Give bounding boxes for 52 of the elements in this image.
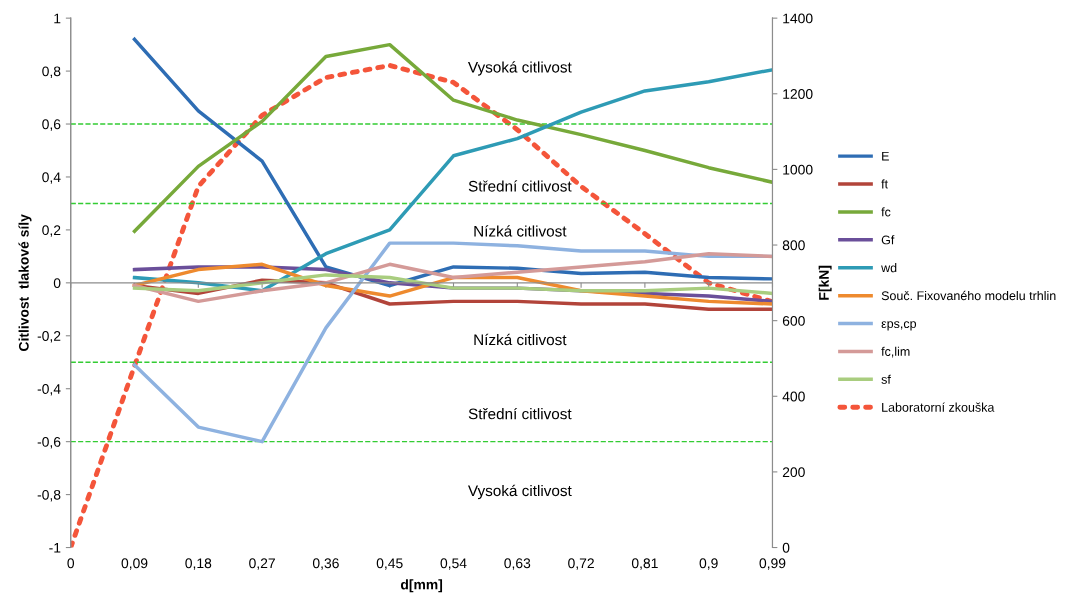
legend-label: wd <box>881 263 897 273</box>
x-tick-label: 0,81 <box>631 558 658 570</box>
y-tick-label: -0,2 <box>37 331 61 343</box>
y2-tick-label: 1200 <box>783 89 813 99</box>
annotation: Vysoká citlivost <box>467 61 572 76</box>
line-series <box>132 251 773 304</box>
y-tick-label: -1 <box>49 543 61 553</box>
x-tick-label: 0,27 <box>249 558 275 570</box>
legend-label: εps,cp <box>881 321 917 331</box>
line-series <box>132 273 773 296</box>
annotation: Nízká citlivost <box>474 225 567 237</box>
x-axis-title: d[mm] <box>400 579 443 593</box>
y-tick-label: 0,2 <box>42 225 61 237</box>
annotation: Střední citlivost <box>468 407 572 420</box>
legend-label: ft <box>881 179 888 189</box>
y-tick-label: -0,4 <box>37 384 61 396</box>
annotation: Vysoká citlivost <box>467 484 572 500</box>
y2-tick-label: 600 <box>782 315 805 326</box>
legend-label: Souč. Fixovaného modelu trhlin <box>881 290 1056 301</box>
x-tick-label: 0,36 <box>312 558 339 570</box>
x-tick-label: 0,99 <box>759 558 786 570</box>
y2-axis-title: F[kN] <box>818 265 832 300</box>
y2-tick-label: 200 <box>782 467 805 478</box>
x-tick-label: 0,72 <box>568 558 594 570</box>
y2-tick-label: 1400 <box>783 13 813 24</box>
x-tick-label: 0,54 <box>440 558 467 570</box>
y-tick-label: 0,6 <box>42 119 61 131</box>
legend-label: Laboratorní zkouška <box>882 402 995 412</box>
x-tick-label: 0 <box>67 558 75 569</box>
x-tick-label: 0,18 <box>185 558 212 570</box>
x-tick-label: 0,63 <box>504 558 531 570</box>
legend-label: fc,lim <box>881 346 910 358</box>
y2-tick-label: 800 <box>782 240 805 251</box>
y-tick-label: -0,8 <box>37 489 61 502</box>
legend-label: Gf <box>881 235 895 245</box>
legend-label: E <box>882 151 889 161</box>
legend-label: sf <box>881 374 891 384</box>
y-tick-label: -0,6 <box>37 436 61 449</box>
y-axis-title: Citlivost tlakové síly <box>18 214 32 351</box>
x-tick-label: 0,09 <box>121 558 148 570</box>
x-tick-label: 0,9 <box>699 558 718 570</box>
annotation: Nízká citlivost <box>474 333 567 346</box>
x-tick-label: 0,45 <box>376 558 403 570</box>
y-tick-label: 0,4 <box>42 172 61 184</box>
y2-tick-label: 1000 <box>783 164 813 175</box>
y2-tick-label: 400 <box>782 391 805 402</box>
annotation: Střední citlivost <box>468 180 572 192</box>
legend-label: fc <box>881 207 891 217</box>
y-tick-label: 1 <box>54 13 61 24</box>
y-tick-label: 0 <box>53 278 61 289</box>
y-tick-label: 0,8 <box>42 66 61 78</box>
y2-tick-label: 0 <box>782 542 790 553</box>
